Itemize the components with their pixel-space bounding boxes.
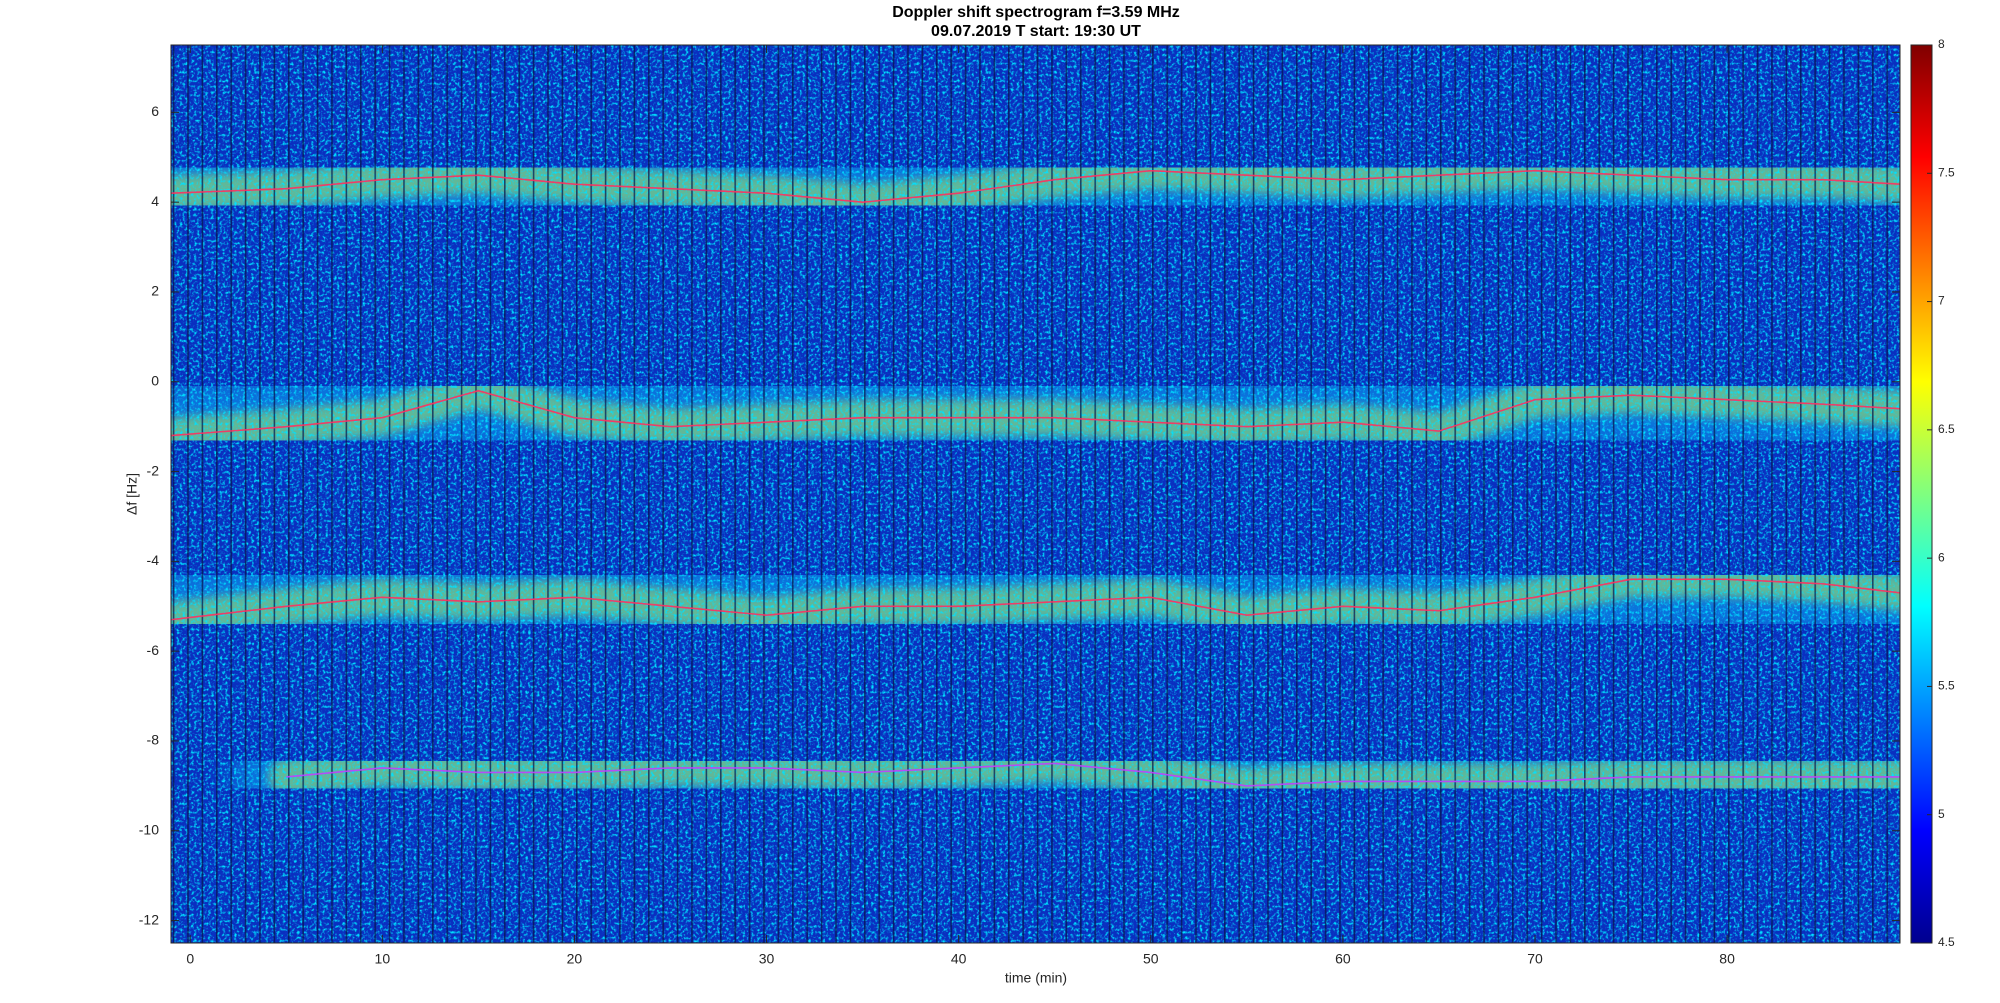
doppler-trace [171,578,1900,621]
y-tick-label: -8 [147,732,160,748]
colorbar-tick-label: 5 [1938,807,1945,821]
x-tick-label: 60 [1335,951,1351,967]
x-tick-label: 50 [1143,951,1159,967]
scan-stripes [171,45,1900,943]
colorbar-tick-label: 6.5 [1938,422,1955,436]
y-tick-label: -10 [139,821,159,837]
y-tick-label: -2 [147,462,160,478]
chart-title: Doppler shift spectrogram f=3.59 MHz [892,4,1180,21]
x-tick-label: 0 [186,951,194,967]
x-tick-label: 20 [567,951,583,967]
y-axis-label: Δf [Hz] [124,473,140,515]
chart-subtitle: 09.07.2019 T start: 19:30 UT [931,23,1141,40]
x-tick-label: 10 [375,951,391,967]
colorbar-tick-label: 6 [1938,550,1945,564]
y-tick-label: 6 [151,103,159,119]
y-tick-label: -4 [147,552,160,568]
spectrogram [171,45,1900,943]
y-tick-label: 4 [151,193,159,209]
colorbar-tick-label: 7.5 [1938,165,1955,179]
doppler-trace [171,169,1900,204]
x-tick-label: 30 [759,951,775,967]
y-tick-label: -6 [147,642,160,658]
colorbar-tick-label: 5.5 [1938,679,1955,693]
x-tick-label: 70 [1527,951,1543,967]
x-tick-label: 80 [1719,951,1735,967]
doppler-trace [286,762,1900,787]
colorbar-tick-label: 7 [1938,294,1945,308]
x-axis-label: time (min) [1005,970,1067,986]
y-tick-label: -12 [139,911,159,927]
y-tick-label: 2 [151,283,159,299]
y-tick-label: 0 [151,372,159,388]
colorbar-tick-label: 4.5 [1938,935,1955,949]
colorbar-tick-label: 8 [1938,37,1945,51]
colorbar [1910,44,1933,944]
plot-frame [170,44,1901,944]
x-tick-label: 40 [951,951,967,967]
doppler-trace [171,389,1900,437]
